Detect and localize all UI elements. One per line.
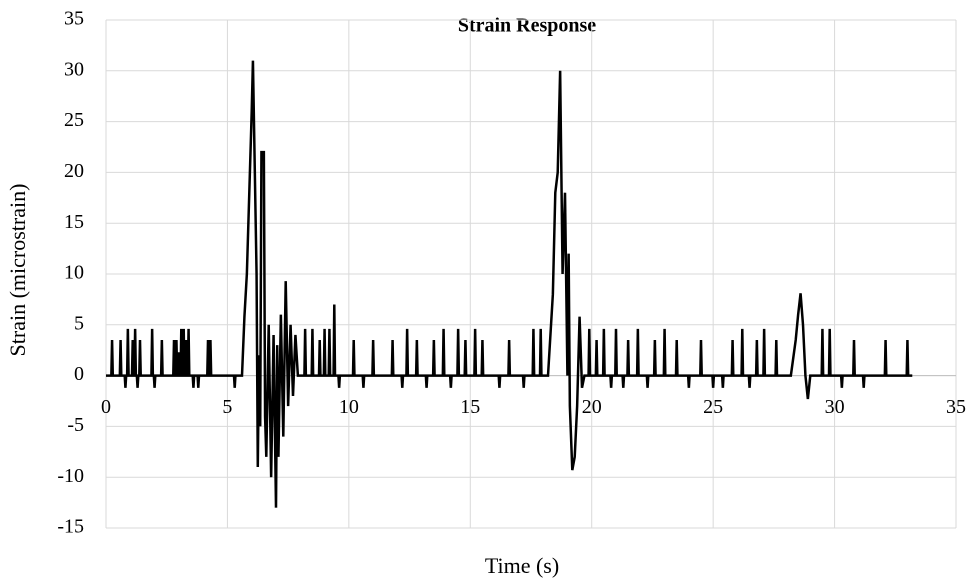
data-line [106,60,913,508]
x-axis-title: Time (s) [485,553,559,578]
y-tick-label: -10 [57,465,84,487]
y-tick-label: 5 [74,312,84,334]
y-tick-label: 20 [64,160,84,182]
y-tick-label: 0 [74,363,84,385]
y-tick-label: 25 [64,109,84,131]
y-axis-title: Strain (microstrain) [5,184,30,357]
x-tick-label: 30 [825,396,845,418]
x-tick-label: 5 [222,396,232,418]
y-tick-label: 15 [64,211,84,233]
y-tick-label: 30 [64,58,84,80]
x-tick-label: 15 [460,396,480,418]
y-tick-label: 10 [64,262,84,284]
x-tick-label: 20 [582,396,602,418]
x-tick-label: 25 [703,396,723,418]
x-tick-label: 0 [101,396,111,418]
y-tick-label: 35 [64,8,84,30]
y-tick-label: -5 [67,414,84,436]
x-tick-label: 10 [339,396,359,418]
chart-title: Strain Response [458,15,596,37]
y-tick-label: -15 [57,516,84,538]
x-tick-label: 35 [946,396,966,418]
